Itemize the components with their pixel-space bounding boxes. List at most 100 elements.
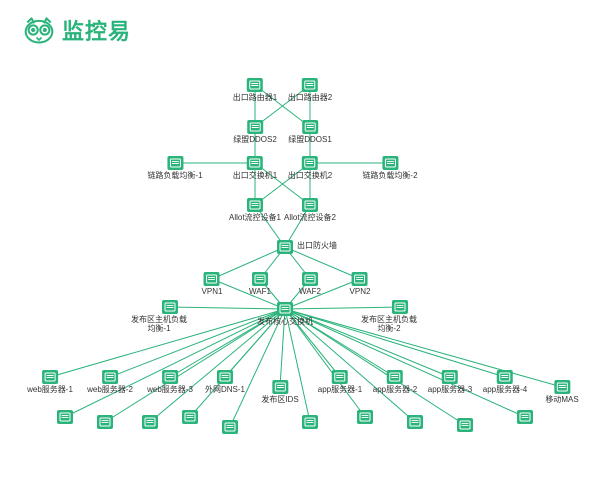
device-icon bbox=[382, 156, 398, 170]
node-label: 链路负载均衡-1 bbox=[147, 172, 202, 181]
node-label: 出口防火墙 bbox=[297, 242, 337, 251]
node-label: 发布区主机负载均衡-2 bbox=[359, 316, 419, 334]
node-al1[interactable]: Allot流控设备1 bbox=[229, 198, 281, 223]
node-label: web服务器-1 bbox=[27, 386, 73, 395]
device-icon bbox=[277, 302, 293, 316]
node-label: 发布区IDS bbox=[261, 396, 298, 405]
node-label: VPN2 bbox=[350, 288, 371, 297]
node-label: VPN1 bbox=[202, 288, 223, 297]
node-web1[interactable]: web服务器-1 bbox=[27, 370, 73, 395]
node-waf1[interactable]: WAF1 bbox=[249, 272, 271, 297]
node-dns[interactable]: 外网DNS-1 bbox=[205, 370, 245, 395]
device-icon bbox=[57, 410, 73, 424]
device-icon bbox=[352, 272, 368, 286]
device-icon bbox=[204, 272, 220, 286]
node-al2[interactable]: Allot流控设备2 bbox=[284, 198, 336, 223]
node-dd2[interactable]: 绿盟DDOS2 bbox=[233, 120, 277, 145]
device-icon bbox=[247, 120, 263, 134]
device-icon bbox=[222, 420, 238, 434]
device-icon bbox=[554, 380, 570, 394]
device-icon bbox=[392, 300, 408, 314]
device-icon bbox=[247, 156, 263, 170]
device-icon bbox=[42, 370, 58, 384]
device-icon bbox=[162, 370, 178, 384]
node-sw2[interactable]: 出口交换机2 bbox=[288, 156, 332, 181]
node-label: 绿盟DDOS2 bbox=[233, 136, 277, 145]
node-plb1[interactable]: 发布区主机负载均衡-1 bbox=[151, 300, 189, 334]
device-icon bbox=[182, 410, 198, 424]
node-r2[interactable]: 出口路由器2 bbox=[288, 78, 332, 103]
device-icon bbox=[302, 415, 318, 429]
node-app1[interactable]: app服务器-1 bbox=[318, 370, 362, 395]
device-icon bbox=[162, 300, 178, 314]
node-label: 发布区主机负载均衡-1 bbox=[129, 316, 189, 334]
node-label: WAF1 bbox=[249, 288, 271, 297]
node-lb2[interactable]: 链路负载均衡-2 bbox=[362, 156, 417, 181]
node-sw1[interactable]: 出口交换机1 bbox=[233, 156, 277, 181]
node-label: Allot流控设备2 bbox=[284, 214, 336, 223]
node-label: 发布核心交换机 bbox=[257, 318, 313, 327]
node-label: app服务器-3 bbox=[428, 386, 472, 395]
node-mas[interactable]: 移动MAS bbox=[545, 380, 578, 405]
node-ids[interactable]: 发布区IDS bbox=[261, 380, 298, 405]
device-icon bbox=[517, 410, 533, 424]
node-layer: 出口路由器1 出口路由器2 绿盟DDOS2 绿盟DDOS1 链路负载均衡-1 出口交换机1… bbox=[0, 0, 600, 500]
node-vpn2[interactable]: VPN2 bbox=[350, 272, 371, 297]
device-icon bbox=[247, 198, 263, 212]
node-b5[interactable] bbox=[222, 420, 238, 436]
device-icon bbox=[217, 370, 233, 384]
node-b7[interactable] bbox=[357, 410, 373, 426]
node-b9[interactable] bbox=[457, 418, 473, 434]
node-label: 出口路由器2 bbox=[288, 94, 332, 103]
device-icon bbox=[97, 415, 113, 429]
device-icon bbox=[407, 415, 423, 429]
device-icon bbox=[497, 370, 513, 384]
node-b4[interactable] bbox=[182, 410, 198, 426]
node-b3[interactable] bbox=[142, 415, 158, 431]
node-label: 绿盟DDOS1 bbox=[288, 136, 332, 145]
node-lb1[interactable]: 链路负载均衡-1 bbox=[147, 156, 202, 181]
node-b10[interactable] bbox=[517, 410, 533, 426]
node-vpn1[interactable]: VPN1 bbox=[202, 272, 223, 297]
device-icon bbox=[167, 156, 183, 170]
node-label: Allot流控设备1 bbox=[229, 214, 281, 223]
node-web2[interactable]: web服务器-2 bbox=[87, 370, 133, 395]
device-icon bbox=[457, 418, 473, 432]
node-label: web服务器-2 bbox=[87, 386, 133, 395]
device-icon bbox=[442, 370, 458, 384]
node-web3[interactable]: web服务器-3 bbox=[147, 370, 193, 395]
device-icon bbox=[277, 240, 293, 254]
node-label: 外网DNS-1 bbox=[205, 386, 245, 395]
device-icon bbox=[302, 272, 318, 286]
node-dd1[interactable]: 绿盟DDOS1 bbox=[288, 120, 332, 145]
node-app4[interactable]: app服务器-4 bbox=[483, 370, 527, 395]
device-icon bbox=[247, 78, 263, 92]
node-label: 出口交换机1 bbox=[233, 172, 277, 181]
node-fw[interactable]: 出口防火墙 bbox=[277, 240, 293, 256]
node-app3[interactable]: app服务器-3 bbox=[428, 370, 472, 395]
device-icon bbox=[332, 370, 348, 384]
node-label: app服务器-4 bbox=[483, 386, 527, 395]
node-label: web服务器-3 bbox=[147, 386, 193, 395]
node-label: 链路负载均衡-2 bbox=[362, 172, 417, 181]
node-waf2[interactable]: WAF2 bbox=[299, 272, 321, 297]
node-label: 出口路由器1 bbox=[233, 94, 277, 103]
node-label: app服务器-2 bbox=[373, 386, 417, 395]
node-b8[interactable] bbox=[407, 415, 423, 431]
node-b6[interactable] bbox=[302, 415, 318, 431]
node-app2[interactable]: app服务器-2 bbox=[373, 370, 417, 395]
node-b2[interactable] bbox=[97, 415, 113, 431]
device-icon bbox=[302, 156, 318, 170]
node-label: 出口交换机2 bbox=[288, 172, 332, 181]
device-icon bbox=[302, 78, 318, 92]
node-b1[interactable] bbox=[57, 410, 73, 426]
device-icon bbox=[357, 410, 373, 424]
node-core[interactable]: 发布核心交换机 bbox=[257, 302, 313, 327]
node-plb2[interactable]: 发布区主机负载均衡-2 bbox=[381, 300, 419, 334]
device-icon bbox=[142, 415, 158, 429]
device-icon bbox=[102, 370, 118, 384]
device-icon bbox=[387, 370, 403, 384]
device-icon bbox=[302, 120, 318, 134]
node-r1[interactable]: 出口路由器1 bbox=[233, 78, 277, 103]
device-icon bbox=[302, 198, 318, 212]
